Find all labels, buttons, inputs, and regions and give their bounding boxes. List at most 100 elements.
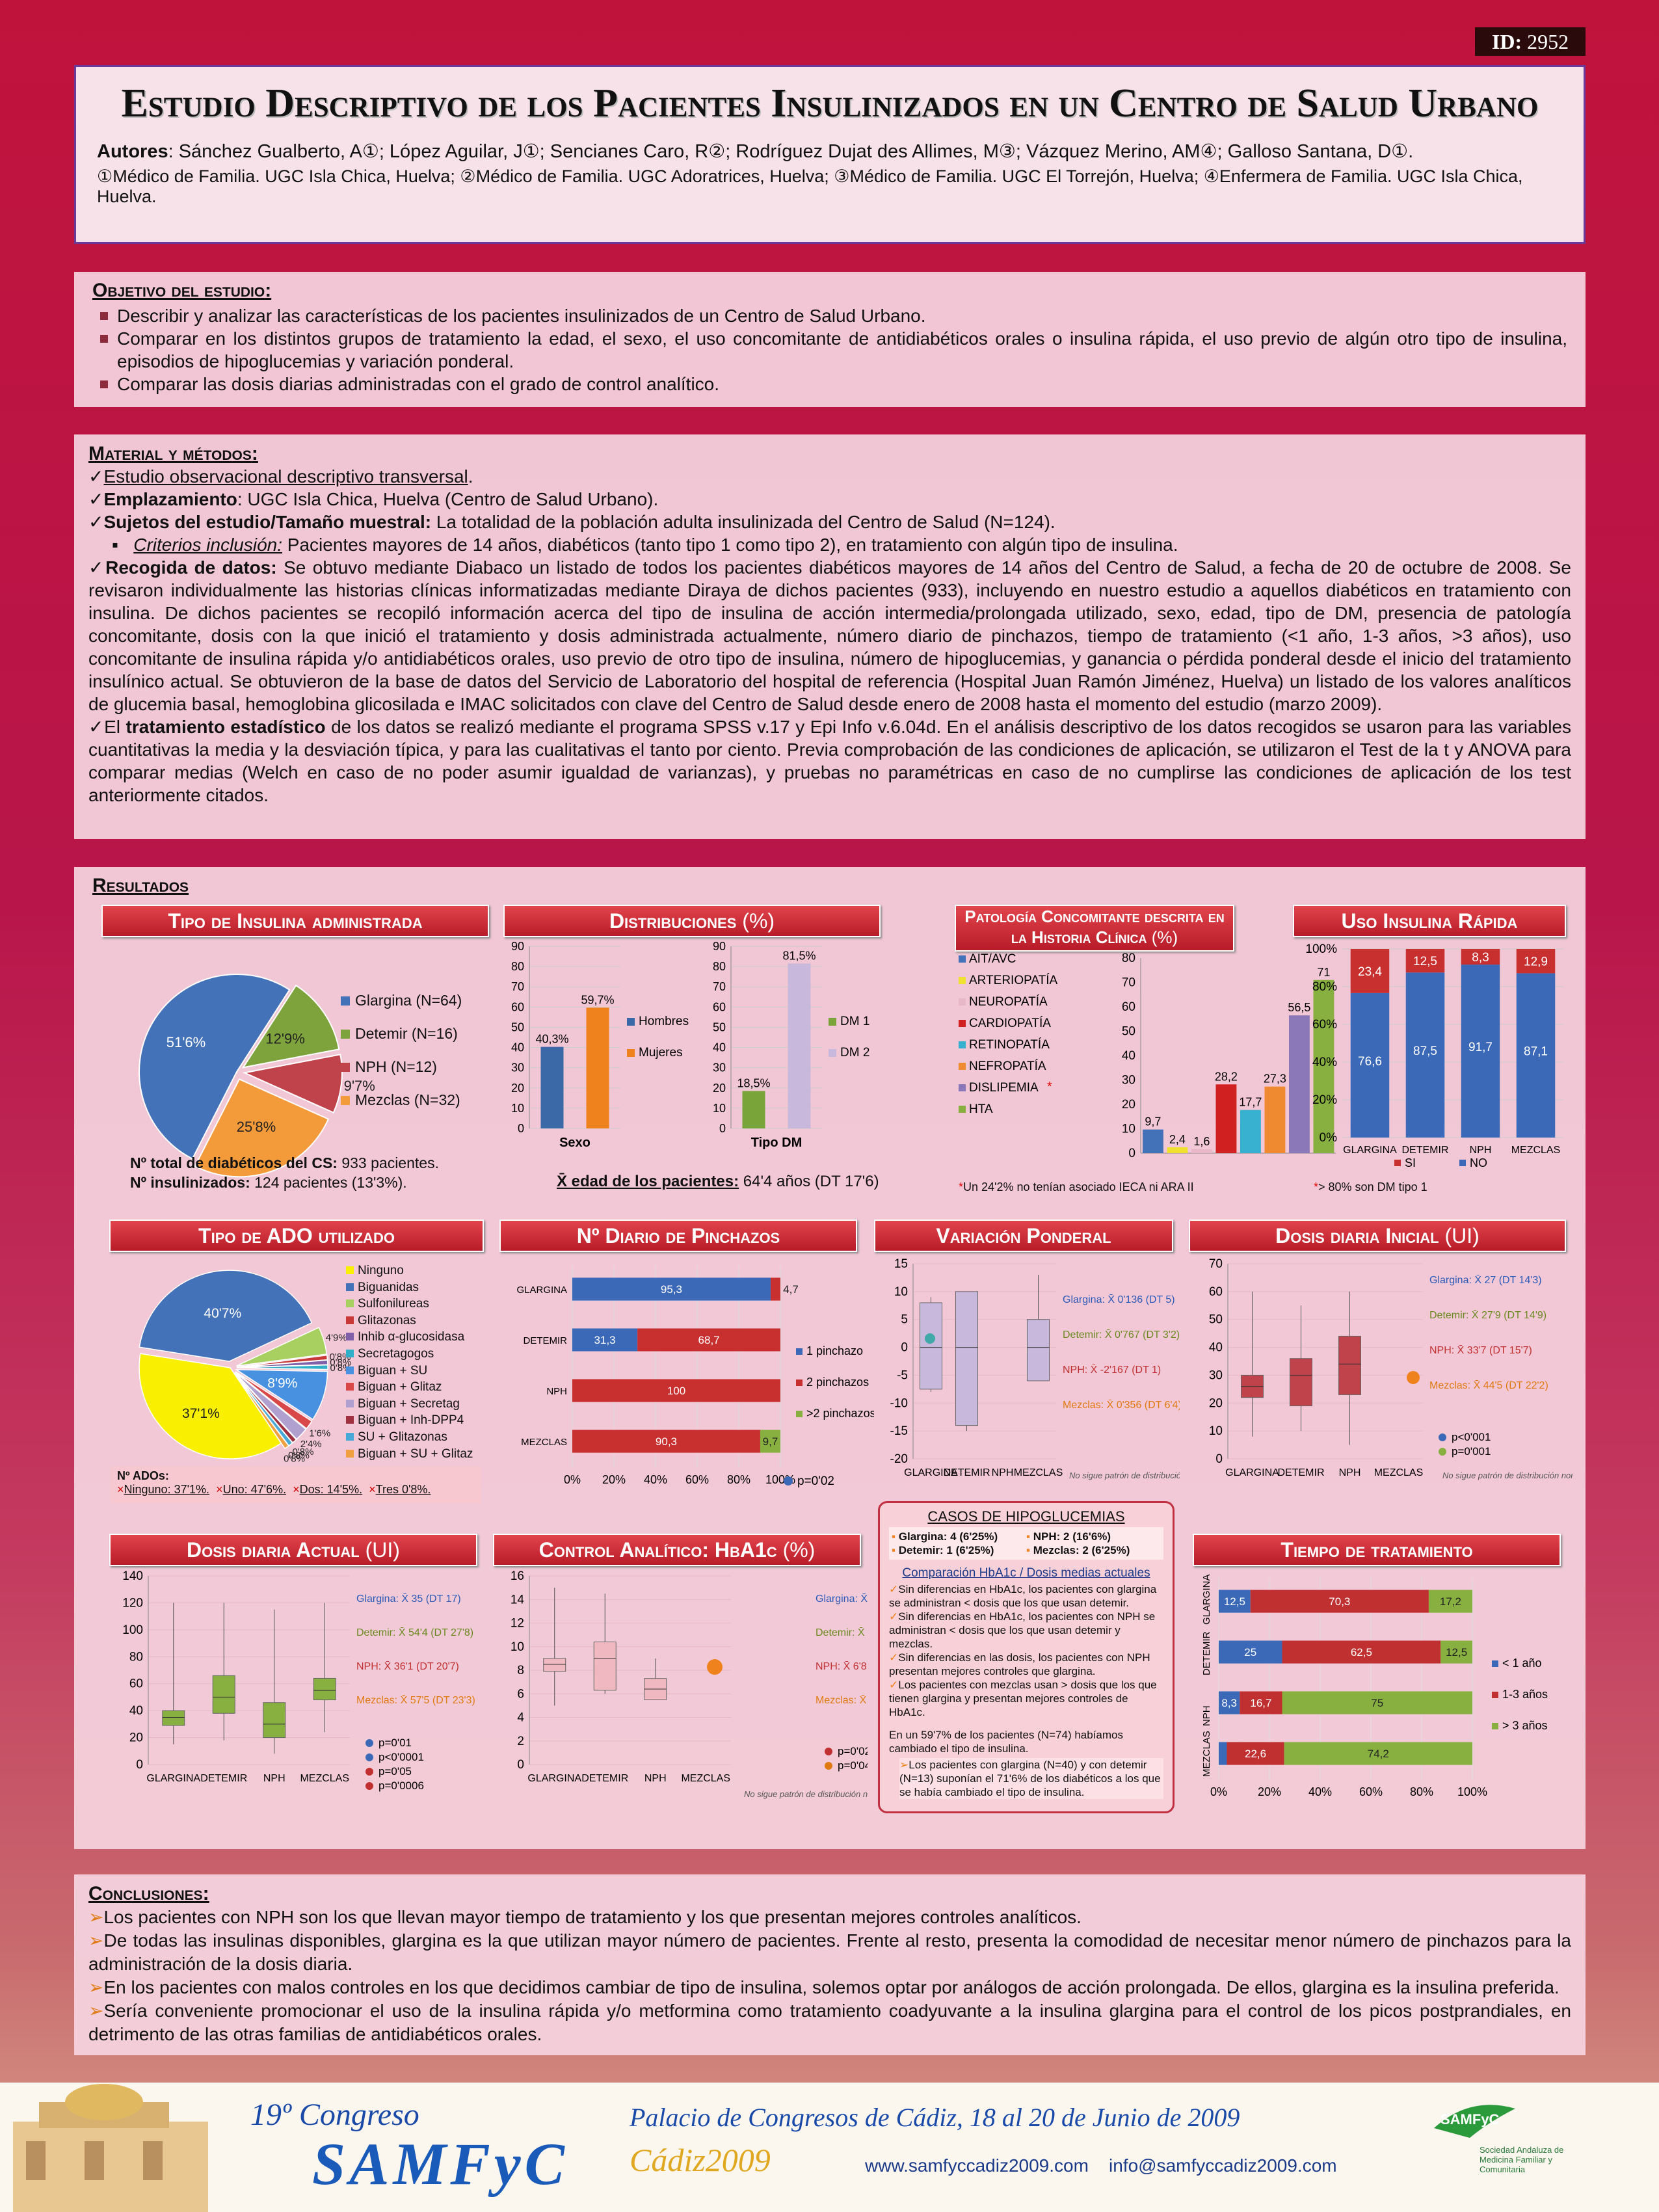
mean-marker [707, 1659, 723, 1675]
bar [1215, 1084, 1237, 1153]
data-label: 95,3 [661, 1283, 682, 1296]
data-label: 56,5 [1288, 1001, 1310, 1014]
conclusion-item: ➢Los pacientes con NPH son los que lleva… [88, 1907, 1082, 1927]
tick-label: 40 [511, 1041, 524, 1054]
tick-label: -15 [890, 1424, 908, 1438]
pie-slice [236, 1364, 328, 1370]
legend-swatch [959, 998, 966, 1006]
axis-label: Tipo DM [751, 1136, 803, 1150]
p-value: p<0'001 [1452, 1431, 1491, 1443]
tick-label: 6 [517, 1687, 524, 1701]
hba-item: ✓Sin diferencias en las dosis, los pacie… [889, 1651, 1150, 1677]
pie-label: 40'7% [204, 1306, 241, 1321]
tick-label: 10 [894, 1285, 908, 1299]
resultados-section: Resultados Tipo de Insulina administrada… [74, 867, 1586, 1849]
bar [1167, 1147, 1188, 1153]
legend-item: Biguan + Inh-DPP4 [346, 1412, 473, 1429]
conclusion-item: ➢De todas las insulinas disponibles, gla… [88, 1930, 1571, 1974]
pie-label: 0'8% [293, 1446, 314, 1458]
tick-label: 70 [1122, 976, 1135, 990]
legend-swatch [959, 1020, 966, 1027]
tick-label: 80% [1410, 1785, 1433, 1798]
tick-label: 10 [1209, 1424, 1223, 1438]
tick-label: 40 [129, 1704, 143, 1718]
p-marker [365, 1739, 373, 1747]
data-label: 8,3 [1221, 1697, 1237, 1709]
title-box: Estudio Descriptivo de los Pacientes Ins… [74, 65, 1586, 244]
legend-item: Biguanidas [346, 1279, 473, 1296]
legend-item: Secretagogos [346, 1346, 473, 1363]
chart-control: 0 2 4 6 8 10 12 14 16 GLARGINA DETEMIR NPH MEZCLAS Gl… [511, 1569, 868, 1799]
material-item: ▪ Criterios inclusión: Pacientes mayores… [112, 535, 1178, 555]
hba-title: Comparación HbA1c / Dosis medias actuale… [902, 1566, 1150, 1580]
material-item: ✓El tratamiento estadístico de los datos… [88, 717, 1571, 805]
category-label: DETEMIR [944, 1467, 990, 1478]
stat-text: Mezclas: X̄ 0'356 (DT 6'4) [1063, 1400, 1180, 1411]
tick-label: 120 [122, 1596, 143, 1610]
tick-label: 90 [713, 940, 726, 953]
poster-title: Estudio Descriptivo de los Pacientes Ins… [121, 81, 1539, 126]
legend-item: AIT/AVC [969, 952, 1016, 966]
stat-text: Detemir: X̄ 0'767 (DT 3'2) [1063, 1329, 1180, 1340]
hba-item: ✓Sin diferencias en HbA1c, los pacientes… [889, 1610, 1156, 1650]
tick-label: 70 [1209, 1257, 1223, 1271]
pie-tipo-insulina: 51'6% 12'9% 9'7% 25'8% [139, 974, 375, 1178]
category-label: MEZCLAS [300, 1773, 349, 1784]
legend-item: NEUROPATÍA [969, 995, 1048, 1009]
category-label: GLARGINA [904, 1467, 958, 1478]
legend-item: Glitazonas [346, 1313, 473, 1329]
bar [788, 963, 811, 1128]
tick-label: 0 [136, 1758, 143, 1772]
p-marker [365, 1782, 373, 1790]
material-item: ✓Estudio observacional descriptivo trans… [88, 466, 473, 486]
material-item: ✓Emplazamiento: UGC Isla Chica, Huelva (… [88, 489, 659, 509]
stat-text: NPH: X̄ 36'1 (DT 20'7) [356, 1661, 459, 1672]
category-label: NPH [1470, 1145, 1492, 1156]
tick-label: 0 [719, 1122, 726, 1135]
bar-si [1350, 949, 1390, 993]
objetivo-section: Objetivo del estudio: Describir y analiz… [74, 272, 1586, 407]
tick-label: 70 [511, 980, 524, 993]
legend-item: DM 1 [840, 1015, 869, 1028]
material-section: Material y métodos: ✓Estudio observacion… [74, 434, 1586, 839]
tick-label: 10 [713, 1102, 726, 1115]
tick-label: 4 [517, 1711, 524, 1725]
data-label: 18,5% [737, 1076, 770, 1089]
legend-swatch [959, 1041, 966, 1048]
category-label: DETEMIR [1402, 1145, 1449, 1156]
tick-label: 0 [1215, 1452, 1223, 1466]
bar-no [1516, 973, 1556, 1138]
data-label: 25 [1244, 1646, 1256, 1659]
tick-label: 80% [727, 1473, 750, 1486]
box [543, 1658, 566, 1672]
stat-text: Mezclas: X̄ 44'5 (DT 22'2) [1429, 1380, 1548, 1391]
data-label: 68,7 [698, 1334, 720, 1346]
tick-label: 80 [511, 960, 524, 973]
category-label: DETEMIR [581, 1773, 628, 1784]
category-label: MEZCLAS [1201, 1731, 1212, 1777]
stat-text: Detemir: X̄ 8'2 (DT 1'8) [816, 1627, 868, 1638]
tick-label: 40% [1312, 1056, 1337, 1069]
p-value: p=0'05 [378, 1765, 412, 1778]
footer-cadiz: Cádiz2009 [630, 2142, 771, 2178]
data-label: 59,7% [581, 993, 614, 1006]
tick-label: 80% [1312, 980, 1337, 994]
bar [1143, 1129, 1163, 1153]
stat-text: Glargina: X̄ 8'4 (DT 1'7) [816, 1593, 868, 1605]
data-label: 40,3% [535, 1033, 568, 1046]
category-label: NPH [1339, 1467, 1361, 1478]
data-label: 4,7 [783, 1283, 799, 1296]
tick-label: 40 [1209, 1341, 1223, 1355]
hipoglucemias-box: CASOS DE HIPOGLUCEMIAS ▪ Glargina: 4 (6'… [878, 1501, 1175, 1813]
tick-label: 90 [511, 940, 524, 953]
p-value: p=0'02 [797, 1474, 834, 1488]
tick-label: 12 [511, 1617, 524, 1631]
legend-swatch [959, 955, 966, 963]
objetivo-heading: Objetivo del estudio: [92, 280, 272, 301]
data-label: 8,3 [1472, 951, 1489, 965]
legend-item: 1 pinchazo [806, 1344, 863, 1357]
bar [742, 1091, 765, 1128]
authors: Autores: Sánchez Gualberto, A①; López Ag… [97, 141, 1414, 162]
tick-label: 60 [713, 1000, 726, 1013]
bar-segment [1250, 1590, 1429, 1613]
